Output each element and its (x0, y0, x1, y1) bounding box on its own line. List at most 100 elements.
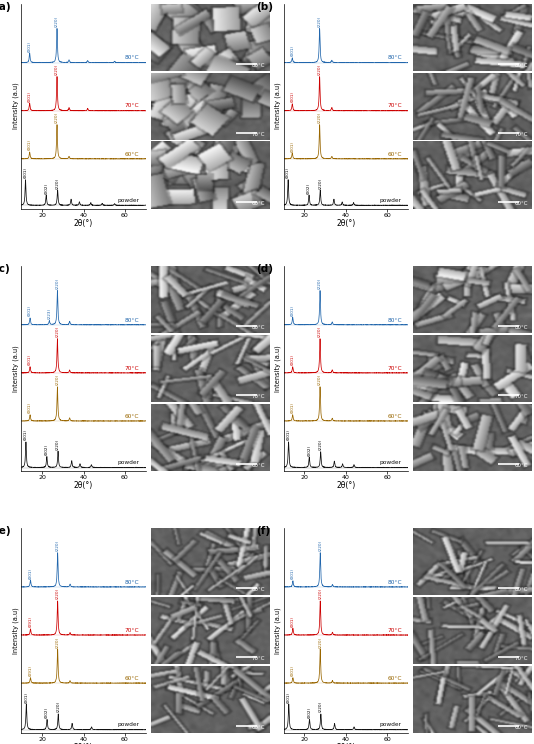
Text: 60°C: 60°C (125, 414, 139, 419)
Text: (091): (091) (28, 665, 33, 676)
Text: (001): (001) (290, 92, 294, 103)
Text: 70°C: 70°C (387, 365, 402, 371)
Text: 80°C: 80°C (514, 588, 528, 592)
Text: (f): (f) (256, 526, 271, 536)
Text: (001): (001) (290, 305, 295, 315)
Text: 80°C: 80°C (387, 318, 402, 322)
Text: 60°C: 60°C (387, 414, 402, 419)
Text: 80°C: 80°C (387, 55, 402, 60)
Text: 80°C: 80°C (387, 580, 402, 585)
Text: 70°C: 70°C (514, 656, 528, 661)
Text: 70°C: 70°C (252, 394, 265, 400)
Text: 80°C: 80°C (125, 318, 139, 322)
Text: (001): (001) (287, 429, 290, 440)
Text: (001): (001) (287, 692, 290, 702)
Text: (220): (220) (318, 278, 322, 289)
Text: (220): (220) (318, 326, 322, 337)
Text: (001): (001) (291, 665, 295, 676)
Text: 80°C: 80°C (514, 325, 528, 330)
Text: (220): (220) (318, 540, 322, 551)
Text: (220): (220) (318, 636, 322, 647)
Text: 60°C: 60°C (514, 201, 528, 206)
Text: 60°C: 60°C (125, 676, 139, 681)
Text: (001): (001) (290, 354, 295, 365)
Text: powder: powder (380, 461, 402, 465)
Text: (001): (001) (23, 167, 28, 179)
Text: (b): (b) (256, 1, 273, 12)
Y-axis label: Intensity (a.u): Intensity (a.u) (12, 607, 19, 654)
Text: 80°C: 80°C (252, 325, 265, 330)
Text: (001): (001) (290, 141, 294, 152)
Text: (001): (001) (28, 91, 32, 102)
Text: 60°C: 60°C (125, 152, 139, 156)
Text: powder: powder (117, 722, 139, 728)
Text: (220): (220) (55, 112, 59, 124)
Text: 80°C: 80°C (125, 55, 139, 60)
Text: 70°C: 70°C (387, 628, 402, 632)
Y-axis label: Intensity (a.u): Intensity (a.u) (274, 345, 281, 391)
Text: 70°C: 70°C (125, 103, 139, 109)
Text: 80°C: 80°C (252, 588, 265, 592)
Text: 80°C: 80°C (252, 63, 265, 68)
Text: 60°C: 60°C (252, 201, 265, 206)
Text: (001): (001) (28, 403, 32, 414)
Text: (001): (001) (28, 354, 32, 365)
Text: 60°C: 60°C (387, 676, 402, 681)
Text: (c): (c) (0, 264, 10, 274)
Text: (220): (220) (56, 540, 60, 551)
Text: (220): (220) (318, 112, 321, 124)
X-axis label: 2θ(°): 2θ(°) (74, 481, 93, 490)
Text: 70°C: 70°C (252, 132, 265, 137)
Text: (001): (001) (25, 692, 28, 702)
Text: (002): (002) (45, 444, 49, 455)
Text: (002): (002) (45, 707, 49, 718)
Text: 80°C: 80°C (514, 63, 528, 68)
Text: (220): (220) (318, 589, 322, 600)
Text: 60°C: 60°C (252, 463, 265, 468)
Text: 80°C: 80°C (125, 580, 139, 585)
Text: (220): (220) (55, 64, 59, 75)
Text: (001): (001) (286, 167, 290, 179)
Text: (220): (220) (55, 16, 59, 27)
Text: 70°C: 70°C (514, 394, 528, 400)
Text: (220): (220) (319, 439, 323, 450)
Text: (220): (220) (318, 64, 321, 75)
Y-axis label: Intensity (a.u): Intensity (a.u) (274, 607, 281, 654)
Text: 60°C: 60°C (252, 725, 265, 730)
Text: (220): (220) (56, 278, 59, 289)
Text: (002): (002) (308, 707, 311, 718)
Text: (001): (001) (28, 306, 32, 316)
Text: (001): (001) (291, 616, 295, 626)
Text: powder: powder (380, 198, 402, 203)
Text: (220): (220) (56, 177, 60, 188)
Text: (001): (001) (28, 41, 32, 51)
Text: (d): (d) (256, 264, 273, 274)
Text: (220): (220) (318, 374, 322, 385)
Text: 70°C: 70°C (125, 365, 139, 371)
Y-axis label: Intensity (a.u): Intensity (a.u) (12, 345, 19, 391)
Text: powder: powder (117, 198, 139, 203)
X-axis label: 2θ(°): 2θ(°) (336, 481, 356, 490)
Text: (220): (220) (56, 326, 59, 337)
Text: (e): (e) (0, 526, 11, 536)
Text: (220): (220) (56, 702, 60, 713)
X-axis label: 2θ(°): 2θ(°) (74, 219, 93, 228)
Text: (001): (001) (28, 568, 33, 579)
Text: 70°C: 70°C (125, 628, 139, 632)
Text: (220): (220) (56, 438, 60, 449)
Text: (001): (001) (291, 568, 295, 580)
Text: (001): (001) (290, 45, 294, 57)
Text: 70°C: 70°C (514, 132, 528, 137)
Text: (220): (220) (318, 177, 322, 188)
Text: (220): (220) (56, 374, 59, 385)
Text: (001): (001) (24, 429, 28, 440)
Text: 60°C: 60°C (514, 463, 528, 468)
Text: (001): (001) (290, 403, 295, 414)
Text: (002): (002) (307, 445, 311, 456)
Text: (220): (220) (56, 589, 60, 600)
Text: powder: powder (117, 461, 139, 465)
Text: (001): (001) (28, 139, 32, 150)
Y-axis label: Intensity (a.u): Intensity (a.u) (12, 83, 19, 129)
Text: (220): (220) (56, 636, 60, 647)
Text: 70°C: 70°C (252, 656, 265, 661)
